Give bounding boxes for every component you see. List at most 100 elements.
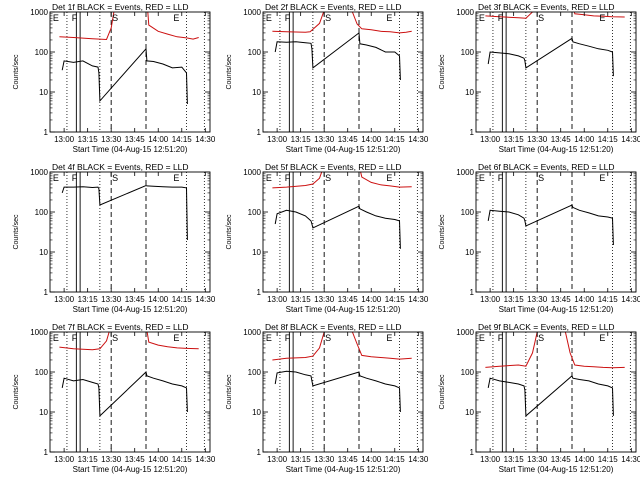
y-tick-label: 100 — [461, 48, 475, 57]
y-tick-label: 1000 — [243, 8, 261, 17]
marker-label: S — [325, 333, 331, 343]
x-tick-label: 14:00 — [574, 135, 595, 144]
y-tick-label: 1 — [257, 448, 262, 457]
lld-series-line — [59, 12, 199, 41]
y-tick-label: 100 — [248, 208, 262, 217]
x-tick-label: 13:30 — [314, 135, 335, 144]
y-tick-label: 100 — [248, 368, 262, 377]
y-tick-label: 1 — [44, 128, 49, 137]
panel-title: Det 1f BLACK = Events, RED = LLD — [52, 2, 189, 12]
marker-label: E — [599, 333, 605, 343]
panel-title: Det 7f BLACK = Events, RED = LLD — [52, 322, 189, 332]
x-tick-label: 13:00 — [54, 295, 75, 304]
x-tick-label: 13:15 — [504, 455, 525, 464]
y-tick-label: 1000 — [30, 8, 48, 17]
panel-title: Det 2f BLACK = Events, RED = LLD — [265, 2, 402, 12]
marker-label: F — [72, 13, 78, 23]
y-tick-label: 1 — [44, 448, 49, 457]
x-tick-label: 13:45 — [338, 455, 359, 464]
marker-label: S — [538, 173, 544, 183]
events-series-line — [487, 375, 614, 417]
x-axis-label: Start Time (04-Aug-15 12:51:20) — [499, 305, 614, 314]
events-series-line — [61, 371, 188, 418]
marker-label: F — [72, 173, 78, 183]
y-tick-label: 10 — [39, 408, 48, 417]
reference-lines — [66, 172, 205, 292]
marker-label: F — [498, 173, 504, 183]
x-axis-label: Start Time (04-Aug-15 12:51:20) — [73, 305, 188, 314]
plot-frame — [475, 11, 637, 133]
x-axis-label: Start Time (04-Aug-15 12:51:20) — [286, 145, 401, 154]
x-tick-label: 14:15 — [385, 295, 406, 304]
lld-series-line — [485, 332, 625, 369]
y-tick-label: 1000 — [456, 168, 474, 177]
x-tick-label: 14:15 — [598, 135, 619, 144]
marker-label: E — [266, 13, 272, 23]
marker-label: S — [538, 333, 544, 343]
x-tick-label: 14:00 — [148, 295, 169, 304]
series-group — [61, 184, 188, 241]
y-tick-label: 1 — [470, 288, 475, 297]
marker-label: E — [266, 173, 272, 183]
x-axis-label: Start Time (04-Aug-15 12:51:20) — [286, 465, 401, 474]
marker-label: E — [479, 173, 485, 183]
plot-frame — [475, 331, 637, 453]
reference-lines — [492, 12, 631, 132]
y-tick-label: 100 — [35, 208, 49, 217]
reference-lines — [279, 332, 418, 452]
plot-frame — [262, 171, 424, 293]
events-series-line — [487, 37, 614, 77]
x-tick-label: 13:15 — [78, 455, 99, 464]
reference-lines — [66, 12, 205, 132]
plot-frame — [475, 171, 637, 293]
marker-label: E — [173, 173, 179, 183]
x-tick-label: 13:45 — [125, 455, 146, 464]
y-tick-label: 1000 — [30, 168, 48, 177]
x-tick-label: 13:30 — [101, 295, 122, 304]
x-tick-label: 14:00 — [148, 455, 169, 464]
x-tick-label: 13:00 — [267, 135, 288, 144]
x-tick-label: 14:00 — [361, 135, 382, 144]
series-group — [485, 332, 625, 417]
x-tick-label: 13:15 — [504, 295, 525, 304]
series-group — [59, 332, 199, 418]
x-axis-label: Start Time (04-Aug-15 12:51:20) — [73, 145, 188, 154]
y-axis-label: Counts/sec — [226, 214, 233, 250]
y-tick-label: 10 — [465, 248, 474, 257]
marker-label: E — [173, 333, 179, 343]
y-tick-label: 1000 — [243, 328, 261, 337]
lld-series-line — [272, 332, 412, 361]
x-tick-label: 13:00 — [480, 455, 501, 464]
x-tick-label: 14:15 — [172, 135, 193, 144]
plot-frame — [49, 331, 211, 453]
y-tick-label: 1 — [470, 128, 475, 137]
series-group — [272, 12, 412, 81]
marker-label: S — [538, 13, 544, 23]
plot-frame — [49, 11, 211, 133]
x-tick-label: 13:15 — [291, 455, 312, 464]
x-tick-label: 13:30 — [527, 455, 548, 464]
x-tick-label: 14:30 — [621, 295, 640, 304]
y-tick-label: 10 — [252, 88, 261, 97]
y-axis-label: Counts/sec — [439, 54, 446, 90]
marker-label: S — [112, 173, 118, 183]
events-series-line — [274, 31, 401, 81]
x-tick-label: 13:00 — [267, 455, 288, 464]
plot-frame — [49, 171, 211, 293]
events-series-line — [61, 184, 188, 241]
x-tick-label: 13:30 — [314, 455, 335, 464]
x-axis-label: Start Time (04-Aug-15 12:51:20) — [499, 465, 614, 474]
x-axis-label: Start Time (04-Aug-15 12:51:20) — [286, 305, 401, 314]
x-tick-label: 13:15 — [291, 135, 312, 144]
events-series-line — [61, 47, 188, 105]
x-tick-label: 13:00 — [267, 295, 288, 304]
y-tick-label: 1000 — [456, 328, 474, 337]
reference-lines — [279, 172, 418, 292]
x-tick-label: 14:30 — [408, 295, 429, 304]
lld-series-line — [59, 332, 199, 351]
